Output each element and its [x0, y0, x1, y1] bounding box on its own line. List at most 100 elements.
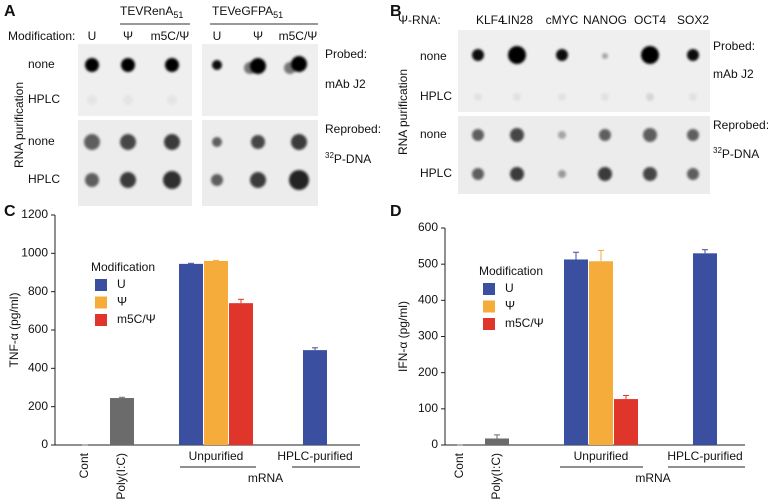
row-group-label: RNA purification: [396, 69, 410, 155]
row-label: HPLC: [420, 89, 452, 103]
panel-label: C: [4, 203, 16, 220]
blot-dot: [164, 134, 180, 150]
row-label: HPLC: [28, 172, 60, 186]
legend-label: m5C/Ψ: [117, 312, 156, 326]
y-tick-label: 1200: [21, 207, 48, 221]
legend-label: U: [505, 281, 514, 295]
blot-dot: [212, 137, 222, 147]
blot-dot: [250, 172, 266, 188]
blot-dot: [291, 134, 307, 150]
column-label: m5C/Ψ: [151, 29, 190, 43]
modification-label: Modification:: [8, 29, 75, 43]
blot-dot: [474, 93, 482, 101]
blot-dot: [120, 134, 136, 150]
y-axis-label: IFN-α (pg/ml): [396, 301, 410, 372]
blot-dot: [602, 53, 608, 59]
column-label: U: [88, 29, 97, 43]
y-tick-label: 0: [41, 437, 48, 451]
probe-label: Reprobed:: [325, 122, 381, 136]
legend-swatch: [95, 279, 107, 291]
y-tick-label: 400: [28, 361, 48, 375]
blot-dot: [212, 60, 222, 70]
legend-title: Modification: [91, 260, 155, 274]
y-tick-label: 600: [28, 322, 48, 336]
blot-dot: [646, 93, 654, 101]
blot: [202, 120, 318, 206]
blot-dot: [291, 56, 307, 72]
blot-dot: [513, 93, 521, 101]
row-group-label: RNA purification: [12, 82, 26, 168]
blot-dot: [687, 168, 699, 180]
x-tick-label: Unpurified: [574, 449, 629, 463]
column-label: LIN28: [501, 13, 533, 27]
blot-dot: [84, 134, 100, 150]
row-label: none: [420, 49, 447, 63]
blot-dot: [289, 170, 309, 190]
y-tick-label: 0: [431, 437, 438, 451]
column-label: Ψ: [123, 29, 133, 43]
superscript: 32: [713, 146, 722, 155]
bar: [204, 261, 228, 445]
blot-dot: [643, 167, 657, 181]
superscript: 32: [325, 151, 334, 160]
blot-dot: [558, 93, 566, 101]
row-label: none: [420, 127, 447, 141]
blot-dot: [163, 171, 181, 189]
panel-label: A: [4, 3, 16, 20]
y-tick-label: 600: [418, 220, 438, 234]
blot-dot: [250, 58, 266, 74]
legend-label: U: [117, 277, 126, 291]
blot-dot: [641, 46, 659, 64]
x-tick-label: Poly(I:C): [489, 453, 503, 499]
blot-dot: [510, 128, 524, 142]
y-tick-label: 400: [418, 293, 438, 307]
y-tick-label: 200: [418, 365, 438, 379]
column-label: KLF4: [476, 13, 505, 27]
row-label: none: [28, 134, 55, 148]
probe-label: 32P-DNA: [713, 146, 759, 161]
blot-dot: [123, 95, 133, 105]
blot-dot: [167, 95, 177, 105]
column-label: Ψ: [253, 29, 263, 43]
bar: [693, 253, 717, 445]
legend-swatch: [483, 300, 495, 313]
blot: [78, 44, 192, 116]
legend-label: Ψ: [117, 295, 127, 309]
blot-dot: [165, 58, 179, 72]
probe-label: Probed:: [713, 39, 755, 53]
column-label: cMYC: [546, 13, 579, 27]
probe-label: mAb J2: [325, 77, 366, 91]
panel-label: D: [390, 203, 402, 220]
y-tick-label: 1000: [21, 246, 48, 260]
bar: [564, 259, 588, 445]
blot-dot: [598, 167, 612, 181]
bar: [229, 303, 253, 445]
y-tick-label: 800: [28, 284, 48, 298]
bar: [614, 399, 638, 445]
column-prefix: Ψ-RNA:: [398, 13, 441, 27]
blot-dot: [508, 46, 526, 64]
legend-swatch: [95, 296, 107, 309]
row-label: HPLC: [420, 166, 452, 180]
blot-dot: [687, 49, 699, 61]
blot-dot: [472, 49, 484, 61]
legend-swatch: [95, 314, 107, 326]
header-subscript: 51: [273, 10, 283, 20]
blot-dot: [687, 129, 699, 141]
blot-dot: [558, 170, 566, 178]
x-tick-label: HPLC-purified: [667, 449, 742, 463]
bar: [589, 261, 613, 445]
y-tick-label: 300: [418, 329, 438, 343]
blot-dot: [601, 93, 609, 101]
blot-dot: [599, 129, 611, 141]
row-label: HPLC: [28, 92, 60, 106]
blot-dot: [85, 58, 99, 72]
x-tick-label: HPLC-purified: [277, 449, 352, 463]
blot-dot: [121, 58, 135, 72]
blot-dot: [558, 131, 566, 139]
probe-label: Probed:: [325, 47, 367, 61]
y-tick-label: 100: [418, 401, 438, 415]
column-label: SOX2: [677, 13, 709, 27]
blot-dot: [85, 173, 99, 187]
